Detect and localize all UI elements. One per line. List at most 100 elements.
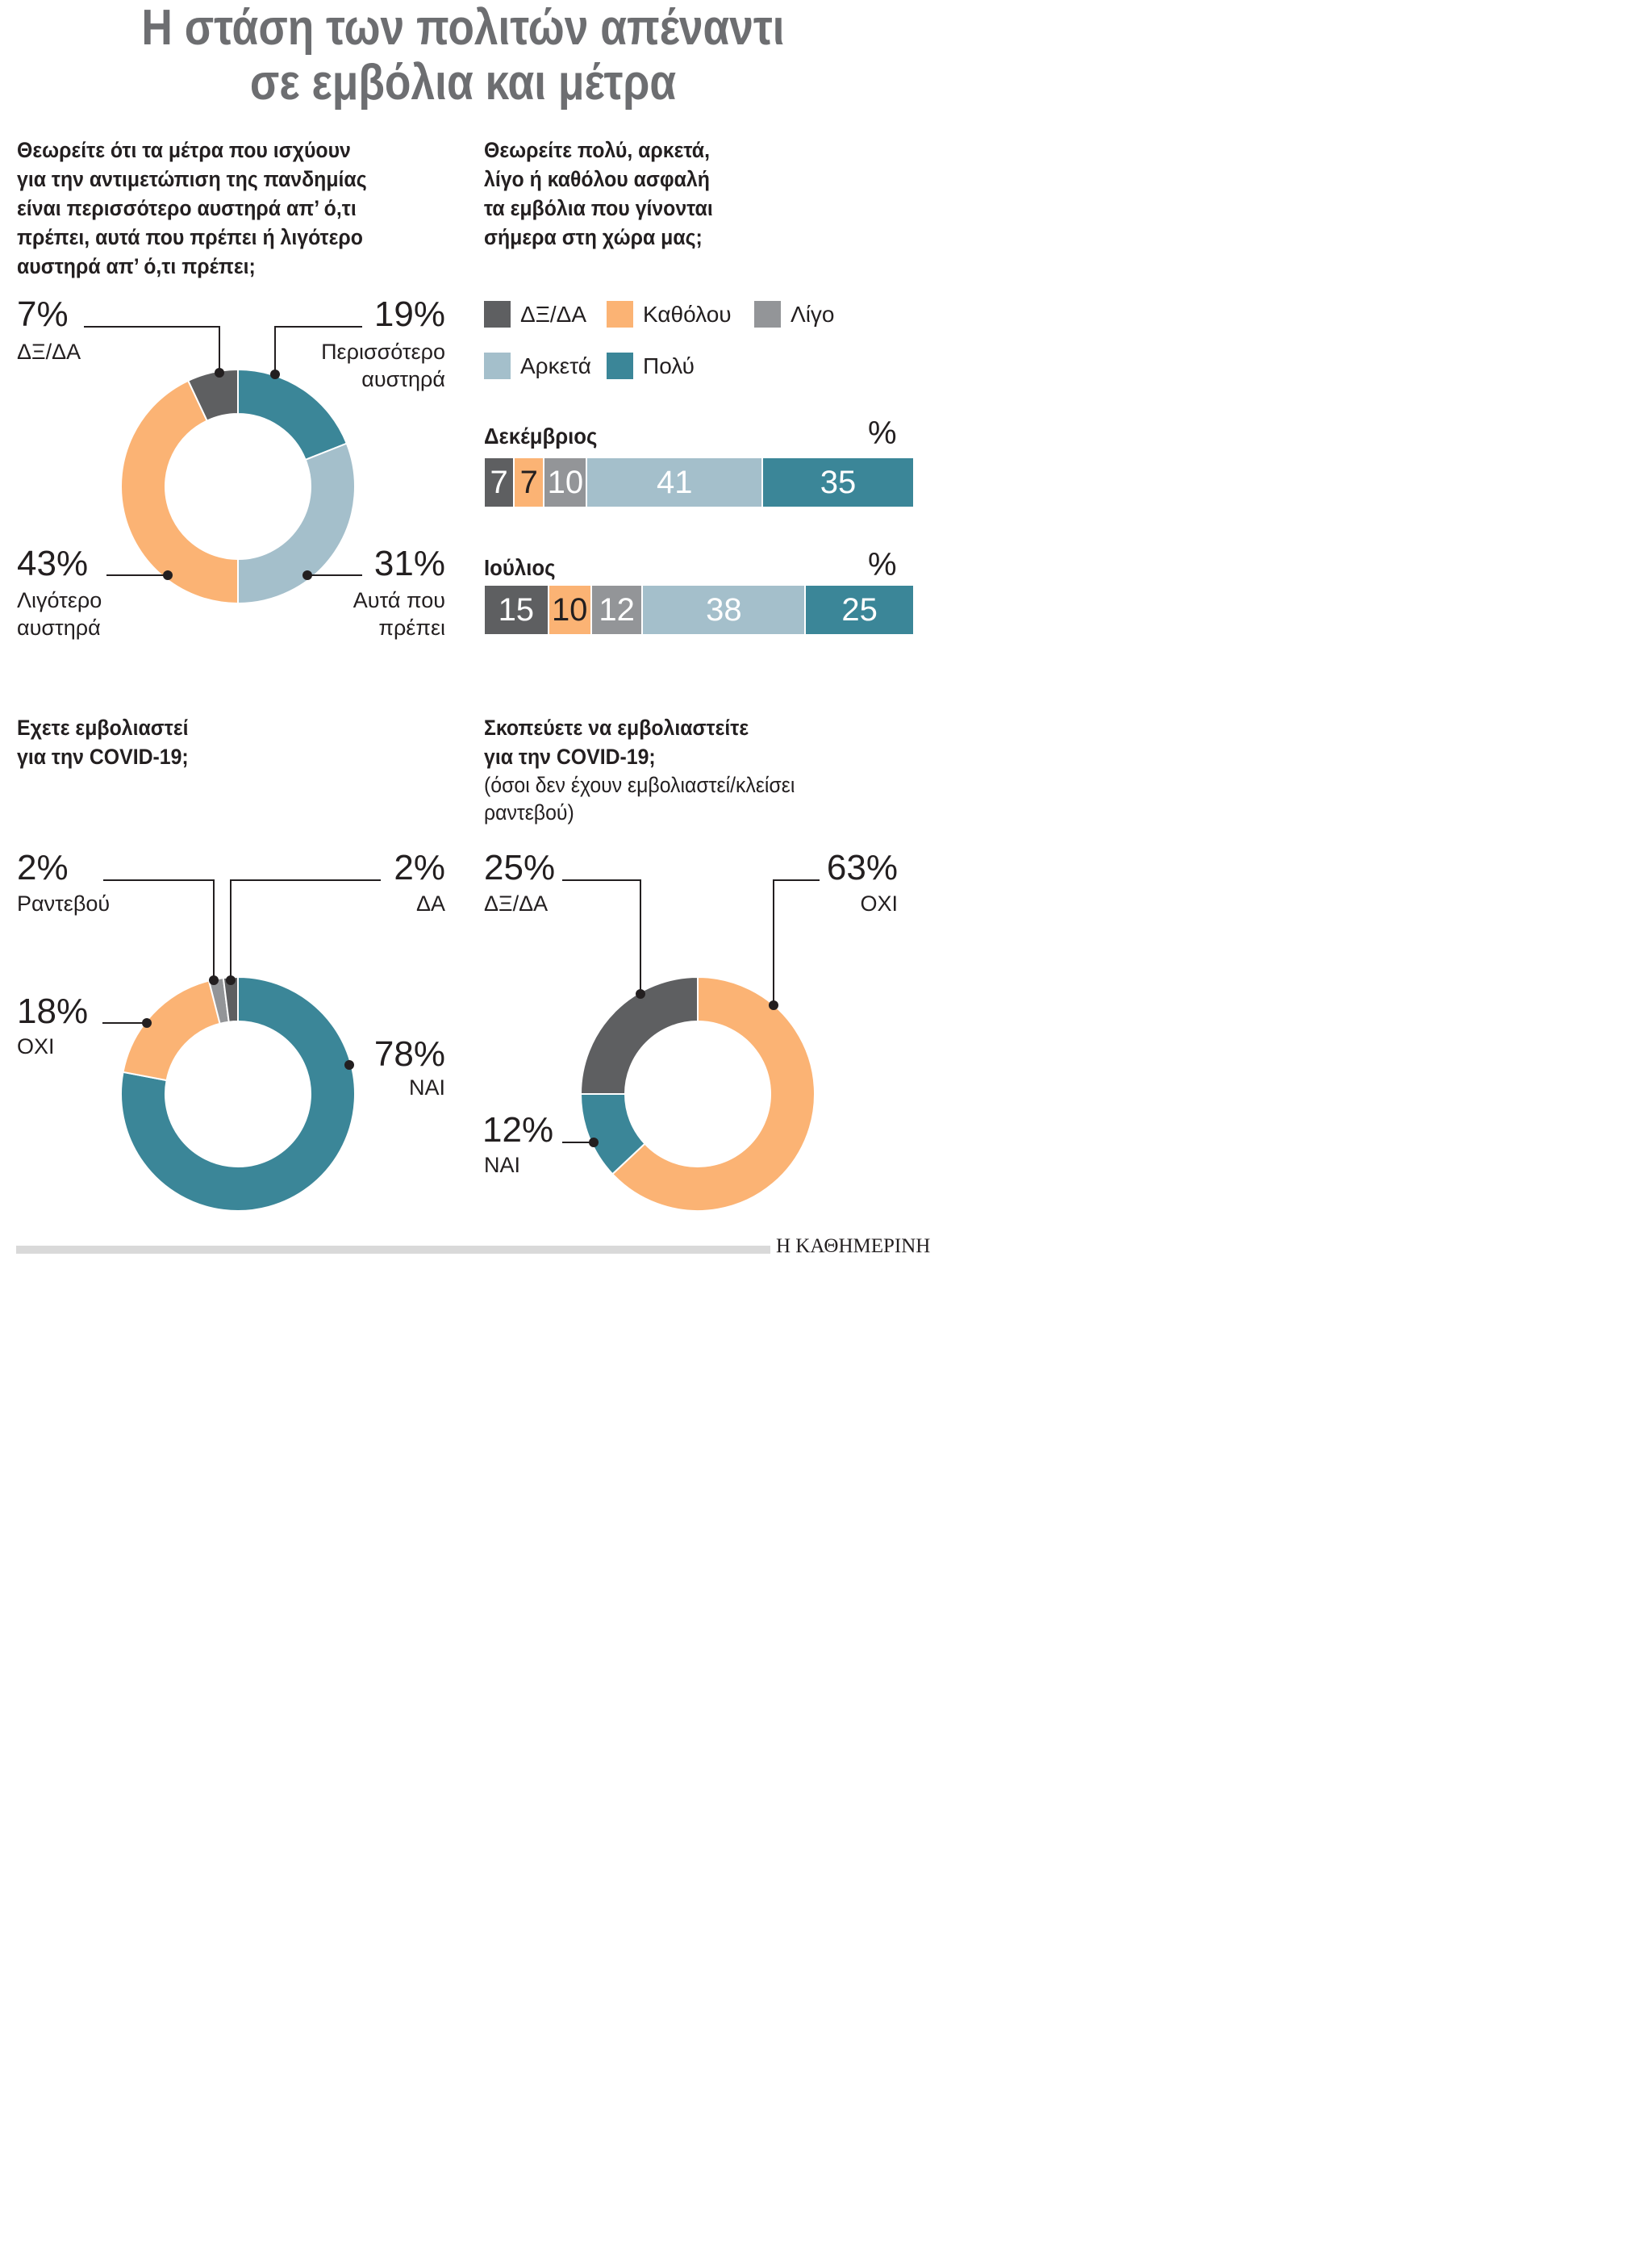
leader-dot [163, 570, 173, 580]
measures-more-label-1: Περισσότερο [321, 340, 445, 364]
donut-slice-0 [237, 368, 348, 461]
footer-rule [16, 1246, 770, 1254]
leader-dot [142, 1018, 152, 1028]
donut-slice-0 [611, 975, 816, 1212]
legend-item-dk: ΔΞ/ΔΑ [484, 301, 586, 328]
leader-line [562, 879, 641, 994]
vaccinated-no-pct: 18% [17, 992, 89, 1031]
leader-dot [344, 1060, 354, 1070]
bar-segment: 7 [515, 458, 545, 507]
leader-dot [302, 570, 312, 580]
leader-dot [769, 1000, 778, 1010]
measures-dk-label: ΔΞ/ΔΑ [17, 340, 81, 364]
bar-segment: 15 [485, 586, 549, 634]
legend-item-arketa: Αρκετά [484, 353, 591, 379]
stacked-bar-december: 7 7 10 41 35 [485, 458, 913, 507]
vaccinated-appt-pct: 2% [17, 848, 69, 887]
chart-svg [84, 326, 820, 1212]
safety-question-line: τα εμβόλια που γίνονται [484, 196, 713, 220]
intend-question-sub: (όσοι δεν έχουν εμβολιαστεί/κλείσει [484, 773, 795, 797]
intend-no-label: ΟΧΙ [860, 891, 898, 916]
bar-row-label: Ιούλιος [484, 555, 556, 580]
measures-right-label-1: Αυτά που [353, 588, 445, 612]
leader-line [230, 879, 381, 980]
bar-segment: 25 [806, 586, 913, 634]
leader-dot [215, 368, 224, 378]
intend-dk-pct: 25% [484, 848, 556, 887]
brand-logo: Η ΚΑΘΗΜΕΡΙΝΗ [776, 1235, 931, 1257]
donut-slice-1 [237, 442, 356, 605]
donut-slice-3 [186, 368, 239, 422]
vaccinated-yes-label: ΝΑΙ [408, 1075, 445, 1100]
donut-slice-1 [122, 979, 221, 1082]
measures-less-label-2: αυστηρά [17, 616, 101, 640]
measures-question: Θεωρείτε ότι τα μέτρα που ισχύουν για τη… [17, 136, 397, 281]
bar-segment: 12 [591, 586, 644, 634]
page-title-line-2: σε εμβόλια και μέτρα [249, 55, 677, 111]
vaccinated-no-label: ΟΧΙ [17, 1034, 55, 1058]
safety-question-line: σήμερα στη χώρα μας; [484, 225, 703, 249]
measures-question-line: είναι περισσότερο αυστηρά απ’ ό,τι [17, 196, 357, 220]
safety-question-line: Θεωρείτε πολύ, αρκετά, [484, 138, 710, 162]
legend-label: Λίγο [791, 301, 835, 327]
measures-more-pct: 19% [373, 294, 445, 334]
leader-line [84, 326, 220, 373]
legend-swatch [484, 353, 511, 379]
leader-dot [270, 370, 280, 379]
vaccinated-question: Εχετε εμβολιαστεί για την COVID-19; [17, 713, 203, 771]
legend-item-katholou: Καθόλου [607, 301, 732, 328]
bar-segment: 41 [587, 458, 764, 507]
vaccinated-yes-pct: 78% [373, 1034, 445, 1074]
measures-question-line: Θεωρείτε ότι τα μέτρα που ισχύουν [17, 138, 351, 162]
bar-segment: 38 [643, 586, 807, 634]
measures-question-line: για την αντιμετώπιση της πανδημίας [17, 167, 367, 191]
legend-swatch [607, 301, 633, 328]
legend-item-ligo: Λίγο [754, 301, 835, 328]
bar-segment: 7 [485, 458, 515, 507]
vaccinated-question-line: Εχετε εμβολιαστεί [17, 716, 189, 740]
donut-slice-2 [579, 975, 699, 1095]
leader-dot [589, 1138, 599, 1147]
intend-question: Σκοπεύετε να εμβολιαστείτε για την COVID… [484, 713, 822, 826]
legend-label: Πολύ [643, 353, 695, 378]
leader-line [773, 879, 820, 1005]
page-title-line-1: Η στάση των πολιτών απέναντι [141, 0, 785, 56]
percent-sign: % [868, 547, 897, 582]
measures-question-line: αυστηρά απ’ ό,τι πρέπει; [17, 254, 256, 278]
safety-question-line: λίγο ή καθόλου ασφαλή [484, 167, 710, 191]
bar-segment: 10 [544, 458, 588, 507]
measures-less-pct: 43% [17, 544, 89, 583]
measures-less-label-1: Λιγότερο [17, 588, 102, 612]
leader-dot [226, 975, 236, 985]
donut-chart-vaccinated [120, 975, 356, 1212]
bar-row-label: Δεκέμβριος [484, 424, 598, 449]
legend-label: Καθόλου [643, 301, 732, 327]
measures-right-label-2: πρέπει [378, 616, 445, 640]
leader-dot [636, 989, 645, 999]
stacked-bar-july: 15 10 12 38 25 [485, 586, 913, 634]
intend-yes-label: ΝΑΙ [484, 1153, 521, 1177]
measures-right-pct: 31% [373, 544, 445, 583]
measures-more-label-2: αυστηρά [361, 367, 445, 391]
measures-dk-pct: 7% [17, 294, 69, 334]
donut-chart-intend [579, 975, 816, 1212]
legend-label: Αρκετά [520, 353, 591, 378]
vaccinated-da-label: ΔΑ [415, 891, 445, 916]
donut-slice-2 [120, 379, 239, 605]
legend-label: ΔΞ/ΔΑ [520, 301, 587, 327]
intend-yes-pct: 12% [482, 1110, 554, 1150]
legend-swatch [607, 353, 633, 379]
intend-no-pct: 63% [826, 848, 898, 887]
leader-dot [209, 975, 219, 985]
measures-question-line: πρέπει, αυτά που πρέπει ή λιγότερο [17, 225, 363, 249]
intend-question-line: για την COVID-19; [484, 745, 656, 769]
safety-question: Θεωρείτε πολύ, αρκετά, λίγο ή καθόλου ασ… [484, 136, 732, 252]
bar-segment: 35 [763, 458, 913, 507]
leader-line [274, 326, 362, 374]
legend-item-poly: Πολύ [607, 353, 695, 379]
legend-swatch [484, 301, 511, 328]
vaccinated-appt-label: Ραντεβού [17, 891, 111, 916]
vaccinated-question-line: για την COVID-19; [17, 745, 189, 769]
intend-dk-label: ΔΞ/ΔΑ [484, 891, 549, 916]
vaccinated-da-pct: 2% [394, 848, 445, 887]
